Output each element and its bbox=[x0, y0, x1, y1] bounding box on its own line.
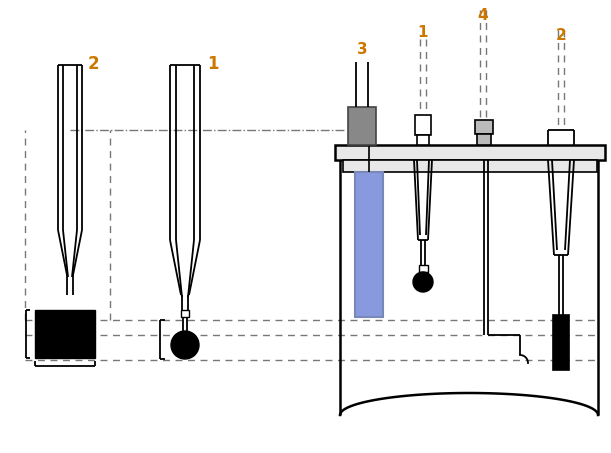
Bar bbox=[419, 265, 428, 272]
Bar bbox=[475, 120, 493, 134]
Bar bbox=[477, 134, 491, 145]
Text: 4: 4 bbox=[478, 8, 488, 23]
Text: 2: 2 bbox=[555, 28, 566, 43]
Text: 3: 3 bbox=[357, 42, 367, 57]
Text: 1: 1 bbox=[418, 25, 428, 40]
Bar bbox=[415, 115, 431, 135]
Bar bbox=[335, 145, 605, 160]
Bar bbox=[181, 310, 189, 317]
Bar bbox=[35, 310, 95, 358]
Bar bbox=[553, 315, 569, 370]
Text: 2: 2 bbox=[88, 55, 100, 73]
Circle shape bbox=[413, 272, 433, 292]
Bar bbox=[355, 172, 383, 317]
Text: 1: 1 bbox=[207, 55, 219, 73]
Bar bbox=[343, 160, 597, 172]
Circle shape bbox=[171, 331, 199, 359]
Bar bbox=[348, 107, 376, 145]
Bar bbox=[417, 135, 429, 145]
